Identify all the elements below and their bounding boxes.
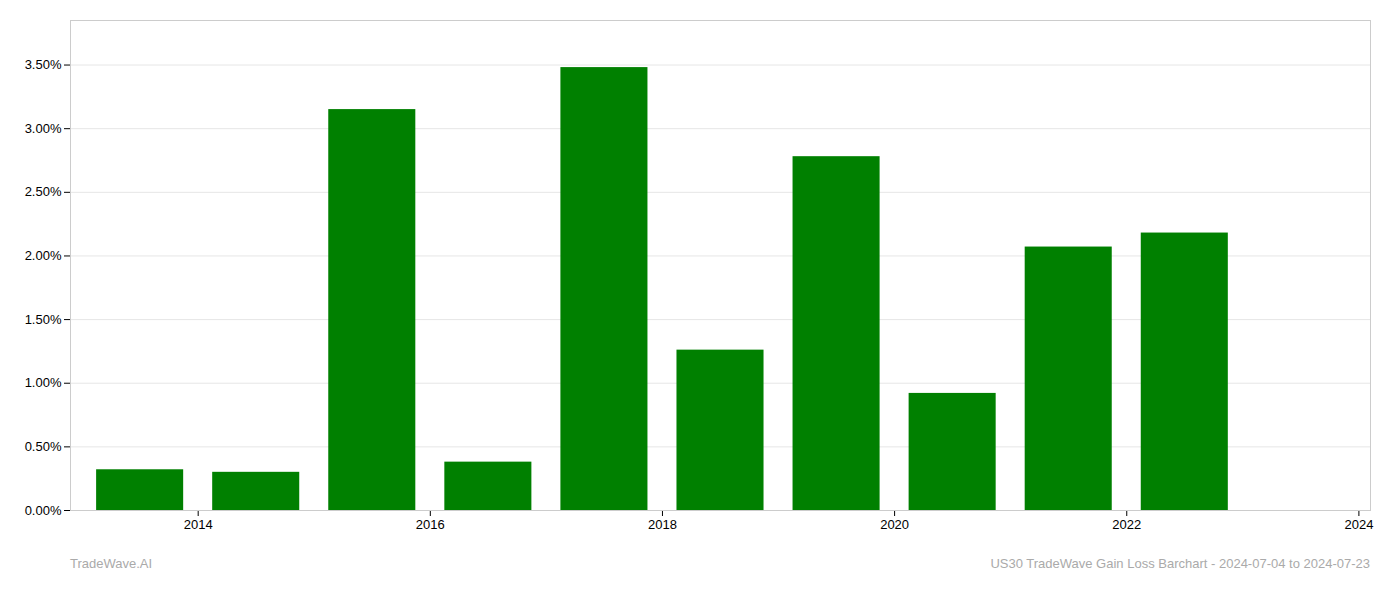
html-text:US30 TradeWave Gain Loss Barch: US30 TradeWave Gain Loss Barchart - 2024…: [990, 556, 1370, 571]
svg-text:1.00%: 1.00%: [25, 375, 62, 390]
svg-text:2014: 2014: [184, 517, 213, 532]
svg-text:3.50%: 3.50%: [25, 57, 62, 72]
svg-text:3.00%: 3.00%: [25, 121, 62, 136]
svg-text:2022: 2022: [1112, 517, 1141, 532]
svg-text:2018: 2018: [648, 517, 677, 532]
html-text:TradeWave.AI: TradeWave.AI: [70, 556, 153, 571]
svg-text:1.50%: 1.50%: [25, 312, 62, 327]
svg-text:0.50%: 0.50%: [25, 439, 62, 454]
svg-text:2.00%: 2.00%: [25, 248, 62, 263]
svg-text:0.00%: 0.00%: [25, 503, 62, 518]
svg-text:2.50%: 2.50%: [25, 184, 62, 199]
svg-text:2016: 2016: [416, 517, 445, 532]
svg-text:2024: 2024: [1344, 517, 1373, 532]
svg-text:2020: 2020: [880, 517, 909, 532]
